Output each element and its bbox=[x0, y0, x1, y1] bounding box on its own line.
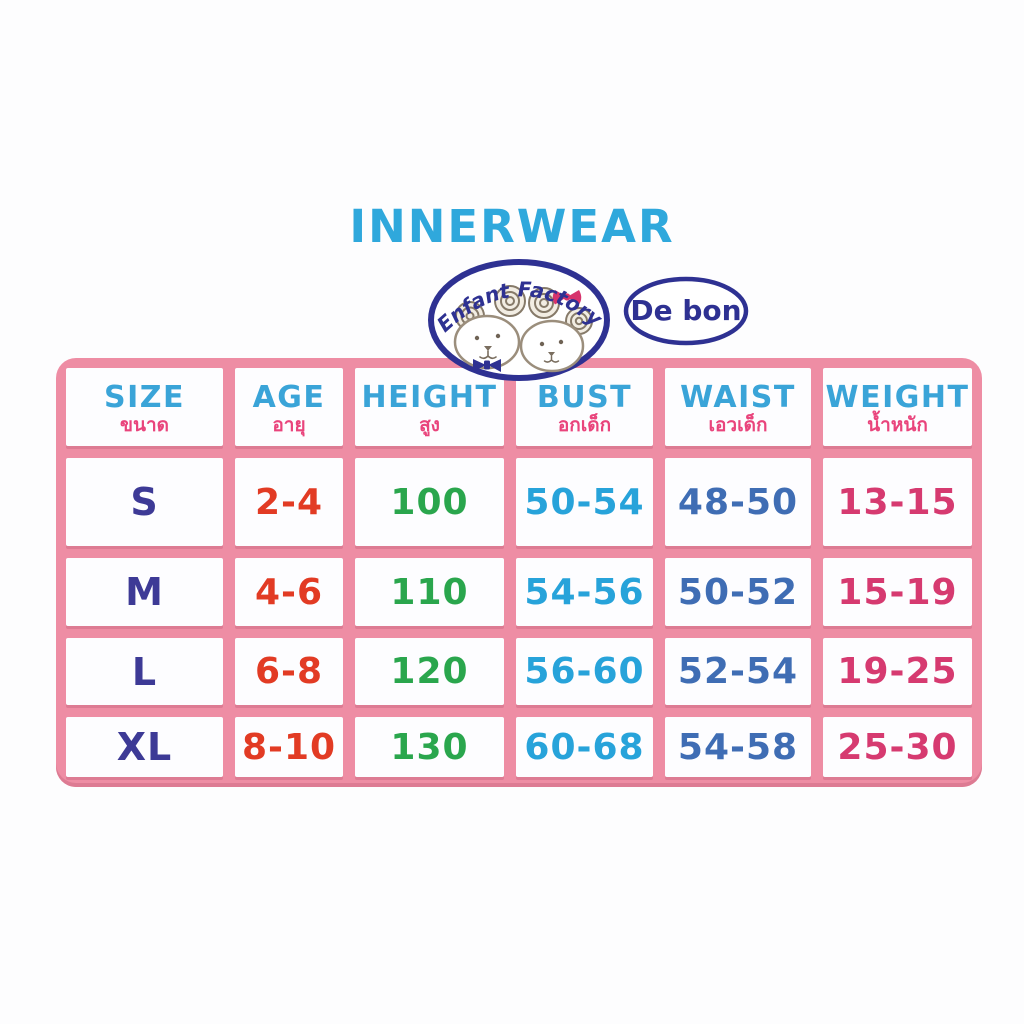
cell-weight-row-1: 15-19 bbox=[823, 558, 972, 626]
cell-waist-row-1: 50-52 bbox=[665, 558, 811, 626]
cell-size-row-2: L bbox=[66, 638, 223, 705]
debon-logo-text: De bon bbox=[630, 294, 741, 327]
cell-weight-row-0: 13-15 bbox=[823, 458, 972, 546]
cell-waist-row-2: 52-54 bbox=[665, 638, 811, 705]
cell-bust-row-3: 60-68 bbox=[516, 717, 653, 777]
column-header-waist: WAIST เอวเด็ก bbox=[665, 368, 811, 446]
debon-logo-oval bbox=[623, 276, 749, 346]
bear-faces-icon bbox=[453, 314, 585, 373]
column-header-height: HEIGHT สูง bbox=[355, 368, 504, 446]
column-header-size: SIZE ขนาด bbox=[66, 368, 223, 446]
hair-bow-icon bbox=[552, 290, 582, 305]
bow-tie-icon bbox=[473, 359, 501, 372]
header-label: WAIST bbox=[680, 379, 796, 415]
size-chart-table: SIZE ขนาด AGE อายุ HEIGHT สูง BUST อกเด็ก WAIST เ… bbox=[56, 358, 982, 787]
cell-size-row-0: S bbox=[66, 458, 223, 546]
enfant-factory-logo: Enfant Factory bbox=[428, 259, 610, 381]
column-header-bust: BUST อกเด็ก bbox=[516, 368, 653, 446]
cell-weight-row-3: 25-30 bbox=[823, 717, 972, 777]
cell-bust-row-2: 56-60 bbox=[516, 638, 653, 705]
cell-height-row-2: 120 bbox=[355, 638, 504, 705]
cell-height-row-1: 110 bbox=[355, 558, 504, 626]
cell-age-row-0: 2-4 bbox=[235, 458, 343, 546]
header-label: AGE bbox=[252, 379, 326, 415]
cell-height-row-0: 100 bbox=[355, 458, 504, 546]
cell-bust-row-1: 54-56 bbox=[516, 558, 653, 626]
header-label: HEIGHT bbox=[361, 379, 498, 415]
cell-bust-row-0: 50-54 bbox=[516, 458, 653, 546]
page-title: INNERWEAR bbox=[349, 200, 675, 253]
cell-age-row-3: 8-10 bbox=[235, 717, 343, 777]
header-sublabel-thai: สูง bbox=[419, 414, 440, 437]
header-sublabel-thai: อายุ bbox=[272, 414, 306, 437]
cell-weight-row-2: 19-25 bbox=[823, 638, 972, 705]
header-sublabel-thai: อกเด็ก bbox=[557, 414, 612, 437]
column-header-age: AGE อายุ bbox=[235, 368, 343, 446]
column-header-weight: WEIGHT น้ำหนัก bbox=[823, 368, 972, 446]
header-label: BUST bbox=[536, 379, 633, 415]
header-label: WEIGHT bbox=[825, 379, 970, 415]
cell-size-row-1: M bbox=[66, 558, 223, 626]
header-sublabel-thai: เอวเด็ก bbox=[708, 414, 768, 437]
cell-waist-row-0: 48-50 bbox=[665, 458, 811, 546]
cell-age-row-1: 4-6 bbox=[235, 558, 343, 626]
header-sublabel-thai: ขนาด bbox=[120, 414, 169, 437]
cell-size-row-3: XL bbox=[66, 717, 223, 777]
debon-logo: De bon bbox=[623, 276, 749, 346]
cell-waist-row-3: 54-58 bbox=[665, 717, 811, 777]
header-sublabel-thai: น้ำหนัก bbox=[867, 414, 928, 437]
header-label: SIZE bbox=[103, 379, 185, 415]
cell-age-row-2: 6-8 bbox=[235, 638, 343, 705]
cell-height-row-3: 130 bbox=[355, 717, 504, 777]
